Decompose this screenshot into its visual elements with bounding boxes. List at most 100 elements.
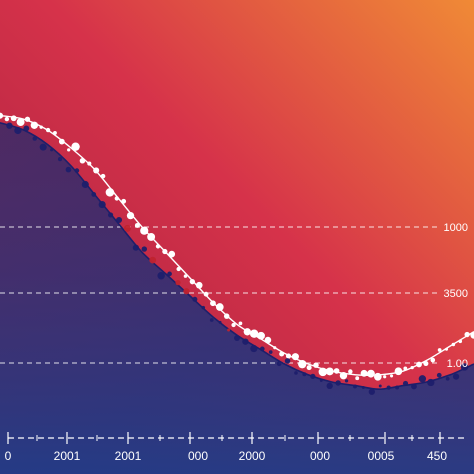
dark-point-48 <box>411 383 417 390</box>
white-point-35 <box>238 321 243 326</box>
white-point-47 <box>318 367 328 377</box>
white-point-22 <box>147 232 156 241</box>
white-point-48 <box>325 367 334 376</box>
y-tick-label-1: 3500 <box>444 288 468 300</box>
white-point-61 <box>416 361 422 368</box>
dark-point-11 <box>98 201 106 209</box>
white-point-3 <box>16 118 25 127</box>
white-point-14 <box>93 167 100 174</box>
dark-point-39 <box>335 380 341 386</box>
white-point-8 <box>53 130 57 135</box>
dark-point-29 <box>250 345 258 353</box>
dark-point-24 <box>209 318 214 322</box>
x-axis: 0 2001 2001 000 2000 000 0005 450 <box>5 432 466 463</box>
white-point-5 <box>30 121 39 129</box>
white-point-68 <box>464 331 470 338</box>
dark-point-6 <box>57 157 63 162</box>
white-point-60 <box>410 366 414 370</box>
dark-point-18 <box>157 272 165 280</box>
dark-point-42 <box>361 386 365 389</box>
white-point-38 <box>257 331 265 340</box>
white-point-10 <box>67 148 71 152</box>
dark-point-12 <box>108 212 114 218</box>
dark-point-37 <box>319 379 323 383</box>
white-point-13 <box>87 161 92 166</box>
dark-point-19 <box>167 271 172 277</box>
white-point-26 <box>176 266 181 272</box>
white-point-23 <box>155 244 161 249</box>
white-point-50 <box>339 371 348 380</box>
dark-point-9 <box>81 180 89 189</box>
dark-point-27 <box>234 335 240 342</box>
white-point-34 <box>231 322 236 328</box>
white-point-59 <box>403 366 408 371</box>
dark-point-44 <box>378 384 382 388</box>
dark-point-49 <box>418 375 427 383</box>
points-layer <box>0 112 474 395</box>
dark-point-51 <box>436 372 442 378</box>
white-point-44 <box>298 359 307 369</box>
y-tick-label-2: 1.00 <box>447 358 468 370</box>
white-point-0 <box>0 112 4 119</box>
white-point-7 <box>45 127 51 133</box>
white-point-4 <box>24 116 31 122</box>
dark-point-28 <box>242 338 249 345</box>
white-point-33 <box>223 313 230 319</box>
white-point-12 <box>79 158 86 164</box>
red-point-14 <box>123 224 131 232</box>
white-point-28 <box>189 279 195 285</box>
red-point-20 <box>175 280 181 286</box>
white-point-31 <box>210 300 216 307</box>
white-point-63 <box>430 357 436 363</box>
y-tick-label-0: 1000 <box>444 222 468 234</box>
white-point-53 <box>360 369 368 377</box>
white-point-66 <box>451 342 456 347</box>
white-point-39 <box>264 336 272 344</box>
white-point-65 <box>445 347 449 351</box>
white-point-18 <box>121 198 127 204</box>
white-point-58 <box>394 367 403 376</box>
dark-point-2 <box>23 125 30 132</box>
white-point-24 <box>162 248 168 255</box>
dark-point-50 <box>427 378 435 387</box>
white-point-15 <box>100 173 106 179</box>
white-point-67 <box>458 339 463 344</box>
dark-point-13 <box>115 216 123 224</box>
white-point-19 <box>126 211 135 220</box>
dark-point-40 <box>344 379 349 383</box>
dark-point-7 <box>65 166 72 173</box>
y-labels: 1000 3500 1.00 <box>444 222 468 370</box>
x-tick-label-4: 2000 <box>239 449 266 463</box>
dark-point-5 <box>50 148 54 152</box>
white-point-42 <box>285 353 292 359</box>
white-point-20 <box>134 222 140 228</box>
dark-point-45 <box>386 385 391 390</box>
dark-point-43 <box>368 388 375 395</box>
white-point-32 <box>215 303 224 311</box>
dark-point-25 <box>218 320 222 324</box>
white-point-56 <box>383 375 387 379</box>
dark-point-15 <box>132 244 139 251</box>
white-point-69 <box>470 331 474 339</box>
dark-point-3 <box>32 136 38 141</box>
white-point-54 <box>367 369 375 378</box>
dark-point-1 <box>14 126 22 135</box>
white-point-46 <box>313 362 319 368</box>
white-point-2 <box>10 115 17 122</box>
white-point-45 <box>306 365 312 371</box>
white-point-1 <box>4 116 10 122</box>
dark-point-54 <box>460 363 469 371</box>
white-point-29 <box>195 281 203 289</box>
white-point-9 <box>58 138 65 145</box>
x-tick-label-7: 450 <box>427 449 447 463</box>
white-point-40 <box>273 346 277 350</box>
white-point-36 <box>243 328 251 336</box>
white-point-55 <box>373 372 382 381</box>
dark-point-16 <box>141 246 148 252</box>
dark-point-0 <box>6 122 13 129</box>
dark-point-47 <box>402 380 409 386</box>
x-tick-label-1: 2001 <box>54 449 81 463</box>
x-tick-label-6: 0005 <box>368 449 395 463</box>
dark-point-41 <box>353 384 357 389</box>
